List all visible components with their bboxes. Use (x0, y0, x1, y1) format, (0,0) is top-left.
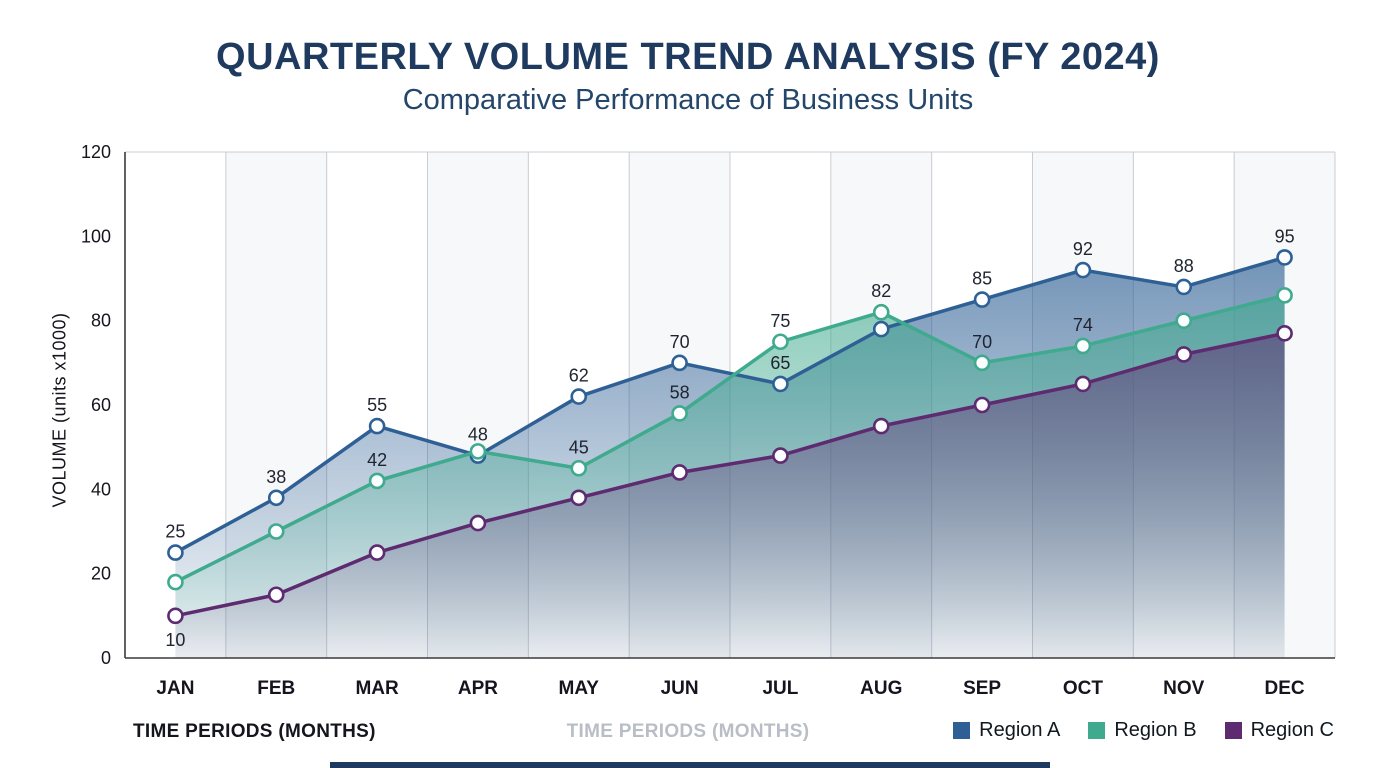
series-marker-region-b (973, 354, 991, 372)
svg-text:80: 80 (91, 311, 111, 331)
series-line-region-c (173, 331, 1287, 618)
series-marker-region-b (772, 333, 789, 351)
series-marker-region-b (167, 573, 184, 591)
svg-text:JUN: JUN (661, 678, 699, 699)
data-label-region-b: 74 (1073, 315, 1093, 335)
series-marker-region-b (1074, 337, 1092, 355)
svg-text:120: 120 (81, 142, 111, 162)
series-marker-region-a (872, 320, 890, 338)
data-label-region-a: 92 (1073, 239, 1093, 259)
series-marker-region-c (368, 544, 386, 561)
series-marker-region-b (872, 303, 890, 321)
data-label-region-a: 88 (1174, 256, 1194, 276)
svg-text:NOV: NOV (1163, 678, 1205, 699)
series-marker-region-c (1276, 325, 1293, 342)
series-marker-region-c (570, 489, 588, 507)
series-marker-region-c (1175, 346, 1193, 363)
series-marker-region-a (772, 375, 789, 393)
series-marker-region-b (1175, 312, 1193, 329)
legend: Region A Region B Region C (953, 719, 1334, 742)
series-marker-region-c (671, 464, 688, 481)
data-label-region-c: 10 (165, 630, 185, 650)
series-marker-region-c (772, 447, 789, 464)
data-label-region-a: 95 (1275, 226, 1295, 246)
series-area-region-c (175, 333, 1285, 658)
x-tick-labels: JAN FEB MAR APR MAY JUN JUL AUG SEP OCT NOV DEC (156, 678, 1305, 699)
svg-text:JAN: JAN (156, 678, 194, 699)
legend-label-region-c: Region C (1250, 719, 1334, 741)
series-marker-region-c (267, 586, 285, 604)
chart-title: QUARTERLY VOLUME TREND ANALYSIS (FY 2024… (216, 36, 1160, 78)
series-marker-region-a (267, 489, 285, 507)
data-label-region-a: 85 (972, 269, 992, 289)
series-marker-region-c (469, 514, 487, 532)
series-marker-region-a (973, 291, 991, 308)
data-label-region-a: 38 (266, 467, 286, 487)
series-marker-region-a (671, 354, 688, 372)
series-marker-region-a (167, 544, 184, 561)
series-marker-region-b (469, 443, 487, 460)
legend-swatch-region-b (1088, 722, 1106, 739)
svg-text:AUG: AUG (860, 678, 902, 699)
series-marker-region-a (1175, 278, 1193, 296)
data-label-region-a: 48 (468, 425, 488, 445)
data-label-region-b: 42 (367, 450, 387, 470)
legend-item-region-a: Region A (953, 719, 1060, 742)
y-tick-labels: 0 20 40 60 80 100 120 (81, 142, 111, 668)
svg-text:MAY: MAY (559, 678, 600, 699)
svg-text:60: 60 (91, 395, 111, 415)
x-axis-caption-secondary: TIME PERIODS (MONTHS) (566, 721, 810, 742)
series-marker-region-a (570, 388, 588, 405)
svg-text:40: 40 (91, 479, 111, 499)
series-marker-region-c (1074, 375, 1092, 393)
data-label-region-b: 70 (972, 332, 992, 352)
svg-text:APR: APR (458, 678, 498, 699)
svg-text:MAR: MAR (355, 678, 399, 699)
data-label-region-a: 25 (165, 522, 185, 542)
x-axis-caption-primary: TIME PERIODS (MONTHS) (133, 721, 376, 742)
series-marker-region-a (368, 417, 386, 435)
data-label-region-a: 65 (770, 353, 790, 373)
svg-text:DEC: DEC (1265, 678, 1305, 699)
data-label-region-a: 55 (367, 395, 387, 415)
data-label-region-a: 62 (569, 366, 589, 386)
series-marker-region-b (671, 405, 688, 422)
svg-text:100: 100 (81, 226, 111, 246)
data-label-region-a: 70 (670, 332, 690, 352)
legend-label-region-a: Region A (979, 719, 1061, 741)
data-label-region-b: 75 (770, 311, 790, 331)
series-marker-region-c (167, 607, 184, 625)
series-marker-region-b (1276, 287, 1293, 304)
legend-item-region-c: Region C (1224, 719, 1334, 742)
bottom-partial-bar (330, 762, 1050, 768)
series-marker-region-a (1276, 249, 1293, 266)
svg-text:0: 0 (101, 648, 111, 668)
series-marker-region-b (570, 459, 588, 477)
svg-text:SEP: SEP (963, 678, 1001, 699)
svg-text:FEB: FEB (257, 678, 295, 699)
series-marker-region-a (1074, 261, 1092, 279)
series-marker-region-c (872, 417, 890, 435)
series-line-region-a (173, 255, 1287, 555)
data-label-region-b: 45 (569, 437, 589, 457)
data-label-region-b: 82 (871, 281, 891, 301)
series-marker-region-c (973, 396, 991, 414)
legend-label-region-b: Region B (1114, 719, 1197, 741)
svg-text:JUL: JUL (762, 678, 798, 699)
legend-item-region-b: Region B (1088, 719, 1197, 742)
svg-text:OCT: OCT (1063, 678, 1104, 699)
svg-text:20: 20 (91, 564, 111, 584)
data-label-region-b: 58 (670, 382, 690, 402)
series-marker-region-b (267, 523, 285, 540)
series-marker-region-b (368, 472, 386, 490)
chart-subtitle: Comparative Performance of Business Unit… (402, 84, 974, 116)
legend-swatch-region-a (953, 722, 971, 739)
series-line-region-b (173, 293, 1287, 584)
legend-swatch-region-c (1224, 722, 1242, 739)
